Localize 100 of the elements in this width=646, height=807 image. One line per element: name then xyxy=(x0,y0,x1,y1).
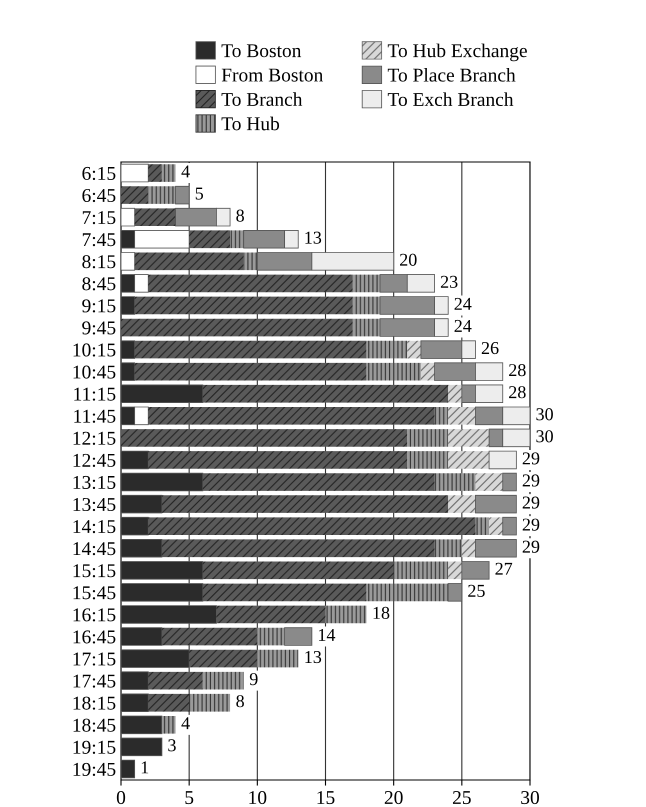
bar xyxy=(121,516,149,536)
bar xyxy=(189,650,258,668)
bar xyxy=(189,694,230,712)
x-tick-label: 20 xyxy=(384,790,403,804)
bar xyxy=(366,340,408,358)
bar xyxy=(202,384,448,403)
total-label: 13 xyxy=(305,232,322,244)
y-tick-label: 18:45 xyxy=(74,718,116,732)
bar xyxy=(461,561,490,580)
bar xyxy=(230,230,244,248)
bar xyxy=(189,230,230,248)
bar xyxy=(257,650,298,668)
bar xyxy=(162,164,176,182)
y-tick-label: 19:15 xyxy=(74,740,116,754)
total-label: 28 xyxy=(509,364,526,376)
bar xyxy=(257,628,285,646)
y-tick-label: 7:15 xyxy=(82,211,116,224)
bar xyxy=(366,362,421,381)
y-tick-label: 9:45 xyxy=(82,321,116,335)
legend-label: To Hub xyxy=(222,116,280,130)
bar xyxy=(216,606,326,624)
bar xyxy=(121,627,162,646)
bar xyxy=(475,473,503,491)
y-tick-label: 18:15 xyxy=(74,696,116,710)
bar xyxy=(134,208,176,226)
legend-label: To Branch xyxy=(222,92,302,106)
bar xyxy=(121,208,136,226)
y-tick-label: 9:15 xyxy=(82,299,116,312)
bar xyxy=(148,694,190,712)
total-label: 29 xyxy=(522,540,540,553)
total-label: 9 xyxy=(250,673,258,686)
bar xyxy=(202,561,394,580)
y-tick-label: 14:45 xyxy=(74,542,116,556)
bar xyxy=(352,274,380,292)
bar xyxy=(352,318,380,336)
bar xyxy=(202,473,435,491)
bar xyxy=(475,539,517,558)
y-tick-label: 17:15 xyxy=(74,652,116,666)
bar xyxy=(448,406,476,425)
bar xyxy=(148,517,476,536)
bar xyxy=(448,495,476,513)
total-label: 1 xyxy=(142,761,148,774)
total-label: 23 xyxy=(440,276,458,288)
bar xyxy=(175,186,190,204)
bar xyxy=(134,362,366,381)
bar xyxy=(489,517,503,536)
total-label: 8 xyxy=(236,695,244,708)
bar xyxy=(284,627,312,646)
total-label: 29 xyxy=(522,452,540,464)
y-tick-label: 12:15 xyxy=(74,432,116,445)
y-tick-label: 7:45 xyxy=(82,233,116,246)
y-tick-label: 13:15 xyxy=(74,476,116,490)
bar xyxy=(502,472,517,492)
legend-label: To Boston xyxy=(222,44,302,58)
total-label: 29 xyxy=(522,518,540,531)
y-tick-label: 6:45 xyxy=(82,188,116,202)
bar xyxy=(134,296,353,314)
total-label: 25 xyxy=(468,584,485,597)
total-label: 4 xyxy=(181,717,190,730)
total-label: 3 xyxy=(168,739,176,752)
y-tick-label: 19:45 xyxy=(74,762,116,776)
x-tick-label: 30 xyxy=(521,790,539,804)
y-tick-label: 15:15 xyxy=(74,564,116,578)
x-tick-label: 5 xyxy=(185,791,194,804)
bar xyxy=(148,672,203,690)
total-label: 24 xyxy=(454,320,472,332)
bar xyxy=(448,429,490,447)
total-label: 20 xyxy=(400,254,417,266)
bar xyxy=(488,450,517,470)
bar xyxy=(202,672,244,690)
y-tick-label: 14:15 xyxy=(74,520,116,534)
bar xyxy=(448,583,462,602)
bar xyxy=(434,539,462,558)
bar xyxy=(475,517,490,536)
bar xyxy=(148,274,353,292)
x-tick-label: 0 xyxy=(116,790,126,804)
legend-label: From Boston xyxy=(222,68,324,82)
legend-label: To Place Branch xyxy=(388,68,516,82)
bar xyxy=(121,760,136,778)
total-label: 13 xyxy=(305,650,322,664)
y-tick-label: 17:45 xyxy=(74,674,116,688)
bar xyxy=(434,406,448,425)
y-tick-label: 12:45 xyxy=(74,454,116,467)
bar xyxy=(121,494,162,514)
total-label: 24 xyxy=(454,298,472,310)
bar xyxy=(475,494,517,514)
bar xyxy=(352,296,380,314)
bar xyxy=(202,584,366,602)
bar xyxy=(121,186,148,204)
bar xyxy=(121,164,149,182)
bar xyxy=(394,561,448,580)
bar xyxy=(162,495,448,513)
bar xyxy=(162,539,435,558)
bar xyxy=(244,252,258,270)
bar xyxy=(121,296,136,315)
bar xyxy=(366,584,448,602)
y-tick-label: 11:45 xyxy=(74,410,116,423)
bar xyxy=(121,429,408,447)
y-tick-label: 8:15 xyxy=(82,255,116,268)
total-label: 26 xyxy=(482,342,499,354)
